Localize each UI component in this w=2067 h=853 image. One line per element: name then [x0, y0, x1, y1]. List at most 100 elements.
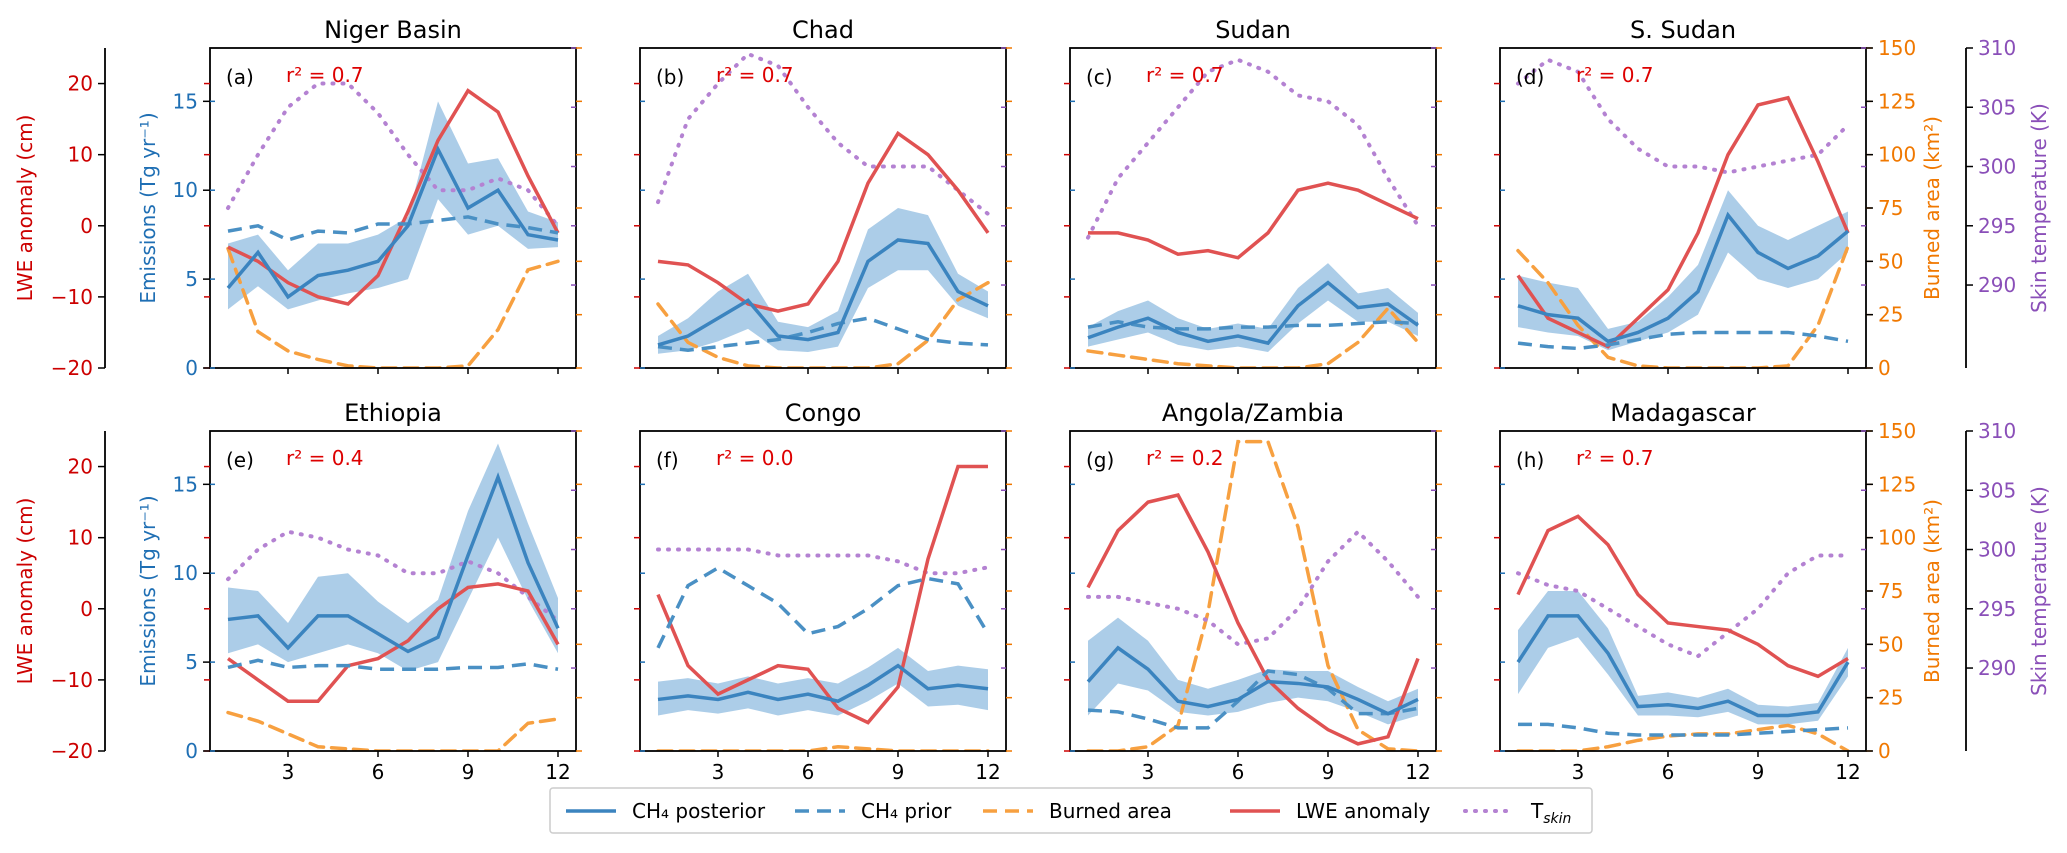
lwe-anomaly-line: [226, 582, 560, 703]
ch4-posterior-line: [1516, 614, 1850, 718]
x-tick-label: 9: [892, 760, 905, 784]
tskin-axis-label: Skin temperature (K): [2027, 486, 2051, 696]
lwe-anomaly-line: [656, 464, 988, 725]
x-tick-label: 9: [462, 760, 475, 784]
burned-axis-tick-label: 125: [1878, 89, 1916, 113]
lwe-axis-tick-label: 20: [68, 455, 93, 479]
lwe-axis-tick-label: 0: [80, 214, 93, 238]
lwe-anomaly-line: [1516, 514, 1849, 679]
tskin-line: [1086, 57, 1420, 240]
ch4-prior-line: [1087, 320, 1419, 331]
tskin-axis-tick-label: 295: [1978, 597, 2016, 621]
ch4-posterior-line: [657, 663, 989, 704]
ch4-prior-line: [1518, 722, 1849, 737]
legend: CH₄ posterior CH₄ prior Burned area LWE ano…: [549, 787, 1593, 834]
burned-axis-label: Burned area (km²): [1920, 499, 1944, 683]
burned-axis-tick-label: 50: [1878, 249, 1903, 273]
panel-d: S. Sudan (d) r² = 0.7: [1494, 16, 1872, 374]
r2-label: r² = 0.7: [286, 63, 364, 87]
lwe-anomaly-line: [657, 130, 990, 313]
panel-a: Niger Basin (a) r² = 0.7: [204, 16, 582, 374]
posterior-uncertainty-band: [228, 101, 558, 310]
panel-letter: (g): [1086, 448, 1114, 472]
panel-letter: (a): [226, 65, 254, 89]
panel-letter: (h): [1516, 448, 1544, 472]
tskin-axis-tick-label: 300: [1978, 538, 2016, 562]
lwe-anomaly-line: [1088, 181, 1419, 260]
burned-area-line: [1086, 439, 1420, 751]
panel-letter: (b): [656, 65, 684, 89]
burned-axis-tick-label: 75: [1878, 579, 1903, 603]
tskin-axis-tick-label: 305: [1978, 95, 2016, 119]
panel-title: Chad: [792, 16, 854, 44]
burned-axis-tick-label: 75: [1878, 196, 1903, 220]
burned-area-line: [226, 710, 560, 751]
x-tick-label: 9: [1322, 760, 1335, 784]
lwe-axis-tick-label: −10: [51, 285, 93, 309]
burned-axis-tick-label: 25: [1878, 686, 1903, 710]
left-axes: −20 −10 0 10 20 LWE anomaly (cm) 0 5 10 15 Emissio…: [13, 48, 210, 763]
lwe-axis-label: LWE anomaly (cm): [13, 498, 37, 685]
tskin-axis-tick-label: 295: [1978, 214, 2016, 238]
lwe-axis-tick-label: 0: [80, 597, 93, 621]
legend-label-prior: CH₄ prior: [861, 799, 952, 823]
tskin-line: [1086, 528, 1420, 647]
panel-g: 3 6 9 12 Angola/Zambia (g) r² = 0.2: [1064, 399, 1442, 784]
lwe-axis-tick-label: 10: [68, 526, 93, 550]
panel-h: 3 6 9 12 Madagascar (h) r² = 0.7: [1494, 399, 1872, 784]
burned-area-line: [656, 280, 990, 368]
tskin-line: [226, 529, 560, 623]
legend-label-burned: Burned area: [1049, 799, 1172, 823]
x-tick-label: 6: [372, 760, 385, 784]
legend-label-posterior: CH₄ posterior: [632, 799, 766, 823]
panel-title: S. Sudan: [1630, 16, 1736, 44]
posterior-uncertainty-band: [658, 208, 988, 354]
tskin-line: [1516, 553, 1850, 659]
ch4-posterior-line: [657, 238, 989, 347]
right-axes: 0 25 50 75 100 125 150 Burned area (km²) 290 295 3…: [1866, 36, 2051, 763]
burned-axis-tick-label: 125: [1878, 472, 1916, 496]
r2-label: r² = 0.0: [716, 446, 794, 470]
burned-axis-tick-label: 0: [1878, 739, 1891, 763]
emis-axis-tick-label: 0: [185, 356, 198, 380]
emis-axis-tick-label: 15: [173, 472, 198, 496]
emis-axis-tick-label: 10: [173, 561, 198, 585]
x-tick-label: 12: [1405, 760, 1430, 784]
panel-title: Madagascar: [1610, 399, 1756, 427]
ch4-prior-line: [227, 658, 559, 671]
lwe-axis-tick-label: 20: [68, 72, 93, 96]
plot-area: [1086, 57, 1420, 368]
tskin-axis-tick-label: 300: [1978, 155, 2016, 179]
tskin-axis-tick-label: 290: [1978, 273, 2016, 297]
lwe-anomaly-line: [1086, 492, 1420, 746]
posterior-uncertainty-band: [658, 647, 988, 716]
ch4-prior-line: [1087, 669, 1419, 730]
ch4-posterior-line: [226, 145, 559, 300]
ch4-prior-line: [1517, 330, 1849, 351]
plot-area: [1516, 57, 1850, 368]
plot-area: [656, 51, 990, 368]
ch4-posterior-line: [227, 472, 560, 654]
burned-axis-tick-label: 150: [1878, 36, 1916, 60]
panel-letter: (d): [1516, 65, 1544, 89]
tskin-axis-tick-label: 310: [1978, 419, 2016, 443]
x-tick-label: 3: [282, 760, 295, 784]
plot-area: [656, 464, 990, 751]
lwe-axis-tick-label: −10: [51, 668, 93, 692]
tskin-line: [656, 51, 990, 216]
lwe-axis-label: LWE anomaly (cm): [13, 115, 37, 302]
lwe-axis-tick-label: 10: [68, 143, 93, 167]
lwe-axis-tick-label: −20: [51, 356, 93, 380]
burned-axis-tick-label: 100: [1878, 526, 1916, 550]
panel-title: Sudan: [1215, 16, 1291, 44]
emis-axis-tick-label: 15: [173, 89, 198, 113]
emis-axis-tick-label: 5: [185, 267, 198, 291]
panel-letter: (c): [1086, 65, 1113, 89]
x-tick-label: 6: [1232, 760, 1245, 784]
emis-axis-tick-label: 10: [173, 178, 198, 202]
tskin-axis-tick-label: 305: [1978, 478, 2016, 502]
plot-area: [1086, 439, 1420, 751]
posterior-uncertainty-band: [228, 443, 558, 671]
x-tick-label: 3: [1572, 760, 1585, 784]
